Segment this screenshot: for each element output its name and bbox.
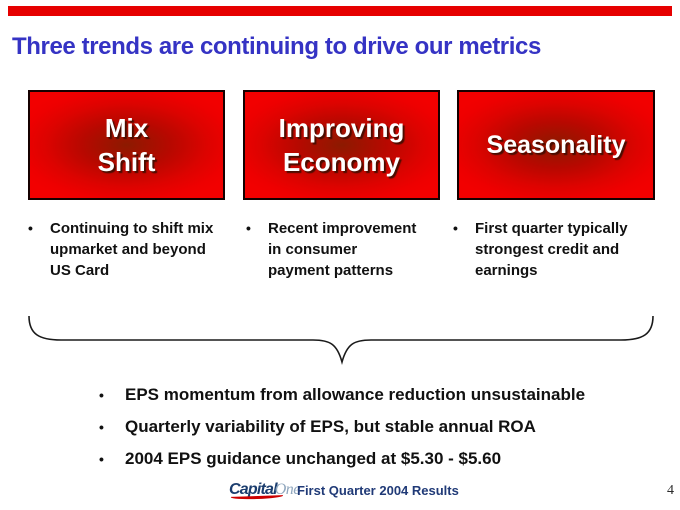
- bullet-icon: •: [99, 419, 104, 435]
- trend-bullet-mix-shift: • Continuing to shift mix upmarket and b…: [28, 218, 222, 281]
- logo-one-text: One: [274, 481, 301, 498]
- logo-capital-text: Capital: [229, 481, 278, 498]
- summary-bullet-text: Quarterly variability of EPS, but stable…: [125, 417, 536, 436]
- summary-bullet-list: • EPS momentum from allowance reduction …: [97, 384, 637, 480]
- bullet-icon: •: [453, 220, 458, 236]
- logo-swoosh-icon: [230, 495, 284, 500]
- trend-box-label: Mix Shift: [97, 113, 156, 177]
- trend-bullet-text: Recent improvement in consumer payment p…: [268, 220, 417, 279]
- curly-brace: [28, 315, 654, 365]
- trend-bullet-improving-economy: • Recent improvement in consumer payment…: [246, 218, 420, 281]
- trend-bullet-text: First quarter typically strongest credit…: [475, 220, 628, 279]
- bullet-icon: •: [99, 451, 104, 467]
- summary-bullet: • 2004 EPS guidance unchanged at $5.30 -…: [97, 448, 637, 470]
- slide-title: Three trends are continuing to drive our…: [12, 33, 541, 60]
- bullet-icon: •: [99, 387, 104, 403]
- summary-bullet-text: EPS momentum from allowance reduction un…: [125, 385, 586, 404]
- summary-bullet: • EPS momentum from allowance reduction …: [97, 384, 637, 406]
- slide-footer: CapitalOne First Quarter 2004 Results 4: [0, 479, 680, 503]
- trend-box-label: Improving Economy: [278, 113, 405, 177]
- page-number: 4: [667, 483, 674, 498]
- bullet-icon: •: [28, 220, 33, 236]
- top-accent-bar: [8, 6, 672, 16]
- capital-one-logo: CapitalOne: [229, 481, 301, 500]
- summary-bullet: • Quarterly variability of EPS, but stab…: [97, 416, 637, 438]
- trend-box-improving-economy: Improving Economy: [243, 90, 440, 200]
- summary-bullet-text: 2004 EPS guidance unchanged at $5.30 - $…: [125, 449, 502, 468]
- trend-box-mix-shift: Mix Shift: [28, 90, 225, 200]
- trend-bullet-text: Continuing to shift mix upmarket and bey…: [50, 220, 214, 279]
- trend-bullet-seasonality: • First quarter typically strongest cred…: [453, 218, 673, 281]
- trend-box-seasonality: Seasonality: [457, 90, 655, 200]
- bullet-icon: •: [246, 220, 251, 236]
- trend-box-label: Seasonality: [486, 131, 626, 159]
- footer-caption: First Quarter 2004 Results: [297, 483, 459, 498]
